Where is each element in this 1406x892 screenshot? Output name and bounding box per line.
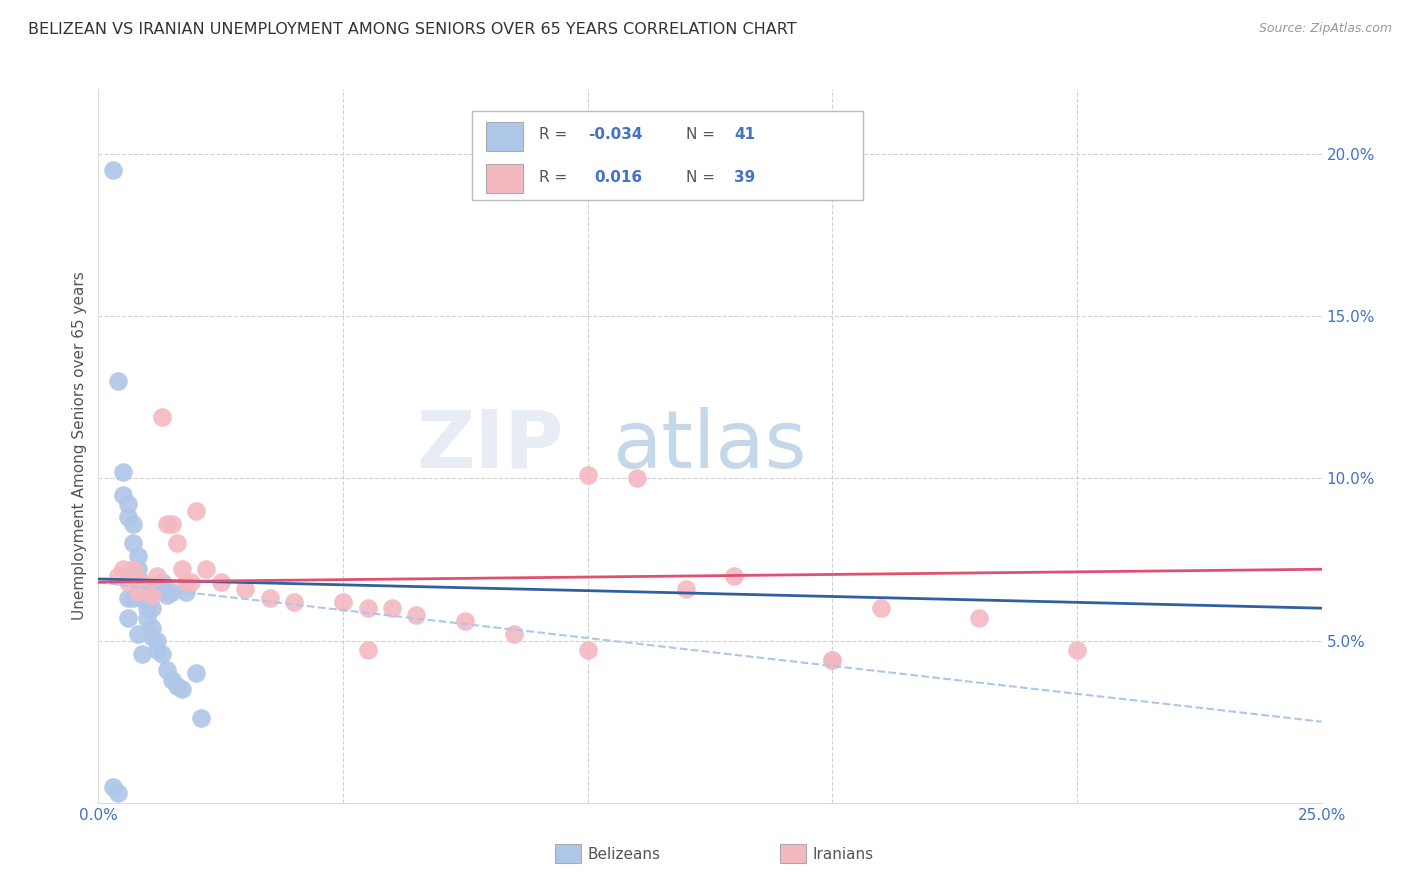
FancyBboxPatch shape (486, 122, 523, 151)
Point (131, 647, 153, 661)
Point (150, 409, 173, 424)
Point (160, 585, 183, 599)
Point (503, 627, 526, 641)
Point (111, 465, 134, 479)
Text: N =: N = (686, 170, 720, 185)
Point (136, 611, 159, 625)
Point (131, 591, 153, 606)
Point (176, 575, 198, 590)
Point (117, 510, 139, 524)
Point (127, 549, 149, 564)
Point (176, 585, 198, 599)
Point (101, 780, 124, 794)
Point (170, 682, 193, 697)
Point (131, 582, 153, 596)
Point (166, 536, 188, 550)
Point (141, 588, 163, 602)
Point (141, 621, 163, 635)
Point (121, 562, 143, 576)
Point (576, 468, 599, 483)
Text: N =: N = (686, 128, 720, 142)
Point (107, 374, 129, 388)
Point (626, 471, 648, 485)
Point (146, 643, 169, 657)
Point (454, 614, 477, 628)
Point (136, 601, 159, 615)
FancyBboxPatch shape (471, 111, 863, 200)
Point (150, 575, 173, 590)
Point (131, 575, 153, 590)
Point (136, 582, 159, 596)
Point (723, 568, 745, 582)
Point (170, 562, 193, 576)
Text: 0.016: 0.016 (593, 170, 643, 185)
Point (156, 516, 179, 531)
Point (127, 627, 149, 641)
Point (136, 582, 159, 596)
Y-axis label: Unemployment Among Seniors over 65 years: Unemployment Among Seniors over 65 years (72, 272, 87, 620)
Point (127, 575, 149, 590)
Text: R =: R = (538, 128, 572, 142)
Point (127, 585, 149, 599)
Text: atlas: atlas (612, 407, 807, 485)
Point (186, 504, 208, 518)
Point (166, 679, 188, 693)
Point (1066, 643, 1088, 657)
Point (101, 163, 124, 178)
Text: 39: 39 (734, 170, 756, 185)
Point (146, 633, 169, 648)
Point (576, 643, 599, 657)
Point (160, 673, 183, 687)
Point (190, 711, 212, 725)
Point (821, 653, 844, 667)
Text: -0.034: -0.034 (588, 128, 643, 142)
Point (821, 653, 844, 667)
Point (150, 582, 173, 596)
Point (180, 575, 202, 590)
Point (111, 488, 134, 502)
Point (233, 582, 256, 596)
Point (675, 582, 697, 596)
Point (146, 568, 169, 582)
Point (195, 562, 218, 576)
FancyBboxPatch shape (486, 164, 523, 193)
Point (405, 607, 427, 622)
Point (121, 591, 143, 606)
Point (127, 562, 149, 576)
Point (117, 497, 139, 511)
Point (121, 536, 143, 550)
Point (136, 591, 159, 606)
Point (111, 562, 134, 576)
Point (150, 647, 173, 661)
Point (160, 516, 183, 531)
Text: 41: 41 (734, 128, 755, 142)
Point (117, 575, 139, 590)
Text: BELIZEAN VS IRANIAN UNEMPLOYMENT AMONG SENIORS OVER 65 YEARS CORRELATION CHART: BELIZEAN VS IRANIAN UNEMPLOYMENT AMONG S… (28, 22, 797, 37)
Point (121, 516, 143, 531)
Point (156, 663, 179, 677)
Point (117, 611, 139, 625)
Point (141, 631, 163, 645)
Point (870, 601, 893, 615)
Point (332, 595, 354, 609)
Point (283, 595, 305, 609)
Text: Belizeans: Belizeans (588, 847, 661, 862)
Point (209, 575, 232, 590)
Text: R =: R = (538, 170, 576, 185)
Point (107, 568, 129, 582)
Text: Source: ZipAtlas.com: Source: ZipAtlas.com (1258, 22, 1392, 36)
Point (156, 588, 179, 602)
Point (967, 611, 990, 625)
Point (107, 786, 129, 800)
Point (356, 601, 378, 615)
Point (117, 591, 139, 606)
Text: ZIP: ZIP (416, 407, 564, 485)
Point (141, 601, 163, 615)
Point (259, 591, 281, 606)
Point (186, 666, 208, 681)
Point (381, 601, 404, 615)
Text: Iranians: Iranians (813, 847, 873, 862)
Point (356, 643, 378, 657)
